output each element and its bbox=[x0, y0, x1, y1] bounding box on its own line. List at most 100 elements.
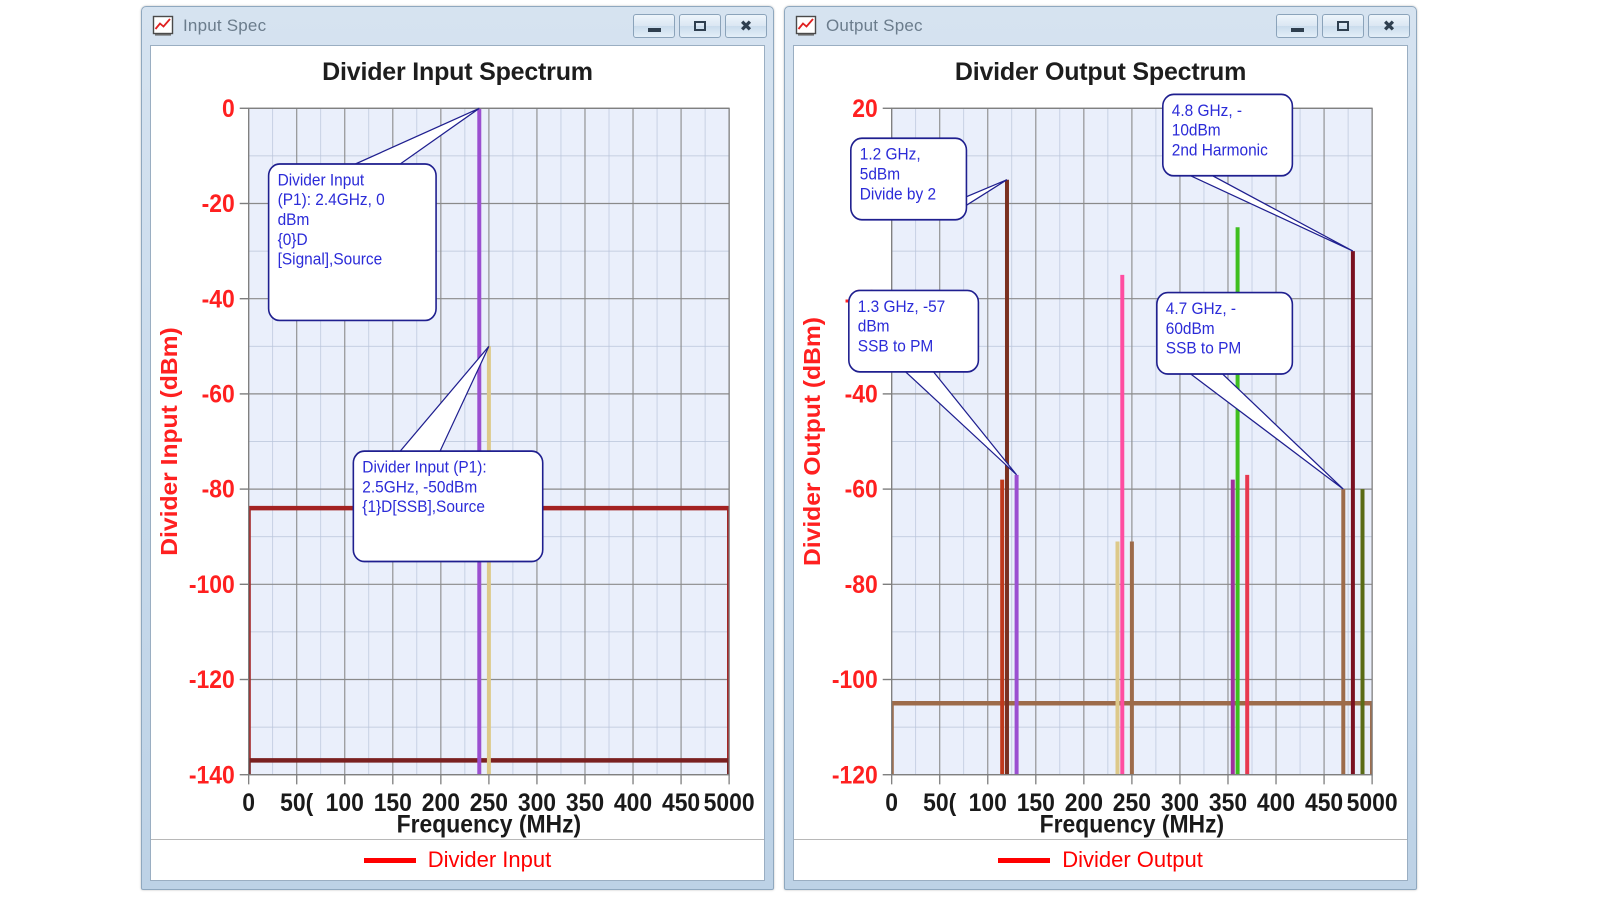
svg-text:Divide by 2: Divide by 2 bbox=[860, 185, 936, 204]
input-spectrum-svg[interactable]: 0 -20 -40 -60 -80 -100 -120 -140 0 50(100 150 200 2… bbox=[151, 89, 764, 839]
minimize-button[interactable] bbox=[633, 14, 675, 38]
input-carrier-callout[interactable]: Divider Input(P1): 2.4GHz, 0dBm{0}D[Sign… bbox=[267, 107, 480, 322]
svg-text:4.8 GHz, -: 4.8 GHz, - bbox=[1172, 101, 1242, 120]
svg-text:2nd Harmonic: 2nd Harmonic bbox=[1172, 141, 1268, 160]
svg-text:-120: -120 bbox=[832, 762, 878, 790]
legend-label: Divider Output bbox=[1062, 847, 1203, 872]
titlebar-output-spec[interactable]: Output Spec ✖ bbox=[785, 7, 1416, 45]
svg-text:450: 450 bbox=[1305, 789, 1343, 817]
svg-text:5000: 5000 bbox=[1347, 789, 1398, 817]
svg-text:dBm: dBm bbox=[858, 317, 890, 336]
svg-text:300: 300 bbox=[518, 789, 556, 817]
svg-text:10dBm: 10dBm bbox=[1172, 121, 1221, 140]
x-axis-title: Frequency (MHz) bbox=[1040, 811, 1225, 839]
maximize-button[interactable] bbox=[679, 14, 721, 38]
maximize-icon bbox=[694, 21, 706, 31]
svg-text:50(: 50( bbox=[280, 789, 313, 817]
svg-text:-120: -120 bbox=[189, 666, 235, 694]
svg-text:250: 250 bbox=[1113, 789, 1151, 817]
input-ssb-callout[interactable]: Divider Input (P1):2.5GHz, -50dBm{1}D[SS… bbox=[352, 345, 544, 563]
svg-text:-140: -140 bbox=[189, 762, 235, 790]
svg-text:-20: -20 bbox=[202, 190, 235, 218]
minimize-button[interactable] bbox=[1276, 14, 1318, 38]
svg-text:-80: -80 bbox=[202, 476, 235, 504]
svg-text:350: 350 bbox=[566, 789, 604, 817]
legend-input: Divider Input bbox=[151, 839, 764, 880]
svg-text:-40: -40 bbox=[202, 286, 235, 314]
window-input-spec[interactable]: Input Spec ✖ Divider Input Spectrum bbox=[141, 6, 774, 890]
svg-text:-40: -40 bbox=[845, 381, 878, 409]
y-axis-ticks: 0 -20 -40 -60 -80 -100 -120 -140 bbox=[189, 95, 249, 789]
window-title: Output Spec bbox=[826, 16, 923, 35]
y-axis-title: Divider Output (dBm) bbox=[800, 317, 826, 566]
svg-text:150: 150 bbox=[374, 789, 412, 817]
svg-text:200: 200 bbox=[1065, 789, 1103, 817]
chart-icon bbox=[152, 15, 174, 37]
close-button[interactable]: ✖ bbox=[1368, 14, 1410, 38]
svg-text:350: 350 bbox=[1209, 789, 1247, 817]
chart-title-output: Divider Output Spectrum bbox=[954, 58, 1247, 86]
window-controls[interactable]: ✖ bbox=[633, 14, 767, 38]
svg-text:1.2 GHz,: 1.2 GHz, bbox=[860, 145, 921, 164]
plot-area-input[interactable]: 0 -20 -40 -60 -80 -100 -120 -140 0 50(100 150 200 2… bbox=[151, 89, 764, 839]
svg-text:dBm: dBm bbox=[278, 211, 310, 230]
x-axis-ticks: 0 50(100 150 200 250 300 350 400 450 5000 bbox=[885, 774, 1398, 817]
annotation-group[interactable]: Divider Input(P1): 2.4GHz, 0dBm{0}D[Sign… bbox=[267, 107, 544, 563]
svg-text:1.3 GHz, -57: 1.3 GHz, -57 bbox=[858, 297, 946, 316]
svg-text:300: 300 bbox=[1161, 789, 1199, 817]
svg-text:{0}D: {0}D bbox=[278, 230, 308, 249]
svg-text:-60: -60 bbox=[845, 476, 878, 504]
chart-icon bbox=[795, 15, 817, 37]
client-area-input: Divider Input Spectrum 0 -20 -40 -60 -80 -100… bbox=[150, 45, 765, 881]
x-axis-title: Frequency (MHz) bbox=[397, 811, 582, 839]
svg-text:{1}D[SSB],Source: {1}D[SSB],Source bbox=[362, 498, 485, 517]
output-spectrum-svg[interactable]: 200-20-40-60-80-100-120 050(100150200250… bbox=[794, 89, 1407, 839]
svg-text:0: 0 bbox=[885, 789, 898, 817]
svg-text:Divider Input: Divider Input bbox=[278, 171, 365, 190]
legend-swatch bbox=[998, 857, 1051, 863]
svg-text:400: 400 bbox=[1257, 789, 1295, 817]
maximize-icon bbox=[1337, 21, 1349, 31]
svg-text:5000: 5000 bbox=[704, 789, 755, 817]
svg-text:0: 0 bbox=[222, 95, 235, 123]
chart-title-input: Divider Input Spectrum bbox=[322, 58, 593, 86]
svg-text:5dBm: 5dBm bbox=[860, 165, 900, 184]
window-controls[interactable]: ✖ bbox=[1276, 14, 1410, 38]
svg-text:-100: -100 bbox=[189, 571, 235, 599]
close-button[interactable]: ✖ bbox=[725, 14, 767, 38]
svg-text:60dBm: 60dBm bbox=[1166, 319, 1215, 338]
svg-text:(P1): 2.4GHz, 0: (P1): 2.4GHz, 0 bbox=[278, 191, 385, 210]
minimize-icon bbox=[1290, 27, 1304, 32]
svg-text:400: 400 bbox=[614, 789, 652, 817]
svg-text:4.7 GHz, -: 4.7 GHz, - bbox=[1166, 300, 1236, 319]
svg-text:100: 100 bbox=[326, 789, 364, 817]
svg-text:SSB to PM: SSB to PM bbox=[858, 337, 933, 356]
svg-text:20: 20 bbox=[852, 95, 877, 123]
svg-text:0: 0 bbox=[242, 789, 255, 817]
svg-text:-100: -100 bbox=[832, 666, 878, 694]
titlebar-input-spec[interactable]: Input Spec ✖ bbox=[142, 7, 773, 45]
svg-text:[Signal],Source: [Signal],Source bbox=[278, 250, 383, 269]
svg-text:200: 200 bbox=[422, 789, 460, 817]
maximize-button[interactable] bbox=[1322, 14, 1364, 38]
window-output-spec[interactable]: Output Spec ✖ Divider Output Spectrum bbox=[784, 6, 1417, 890]
svg-text:50(: 50( bbox=[923, 789, 956, 817]
svg-text:150: 150 bbox=[1017, 789, 1055, 817]
close-icon: ✖ bbox=[739, 16, 753, 35]
svg-text:450: 450 bbox=[662, 789, 700, 817]
close-icon: ✖ bbox=[1382, 16, 1396, 35]
spectral-line-group bbox=[1000, 179, 1365, 775]
svg-text:-80: -80 bbox=[845, 571, 878, 599]
svg-text:SSB to PM: SSB to PM bbox=[1166, 339, 1241, 358]
legend-output: Divider Output bbox=[794, 839, 1407, 880]
legend-label: Divider Input bbox=[427, 847, 552, 872]
plot-area-output[interactable]: 200-20-40-60-80-100-120 050(100150200250… bbox=[794, 89, 1407, 839]
y-axis-title: Divider Input (dBm) bbox=[157, 327, 183, 555]
client-area-output: Divider Output Spectrum 200-20-40-60-80-… bbox=[793, 45, 1408, 881]
